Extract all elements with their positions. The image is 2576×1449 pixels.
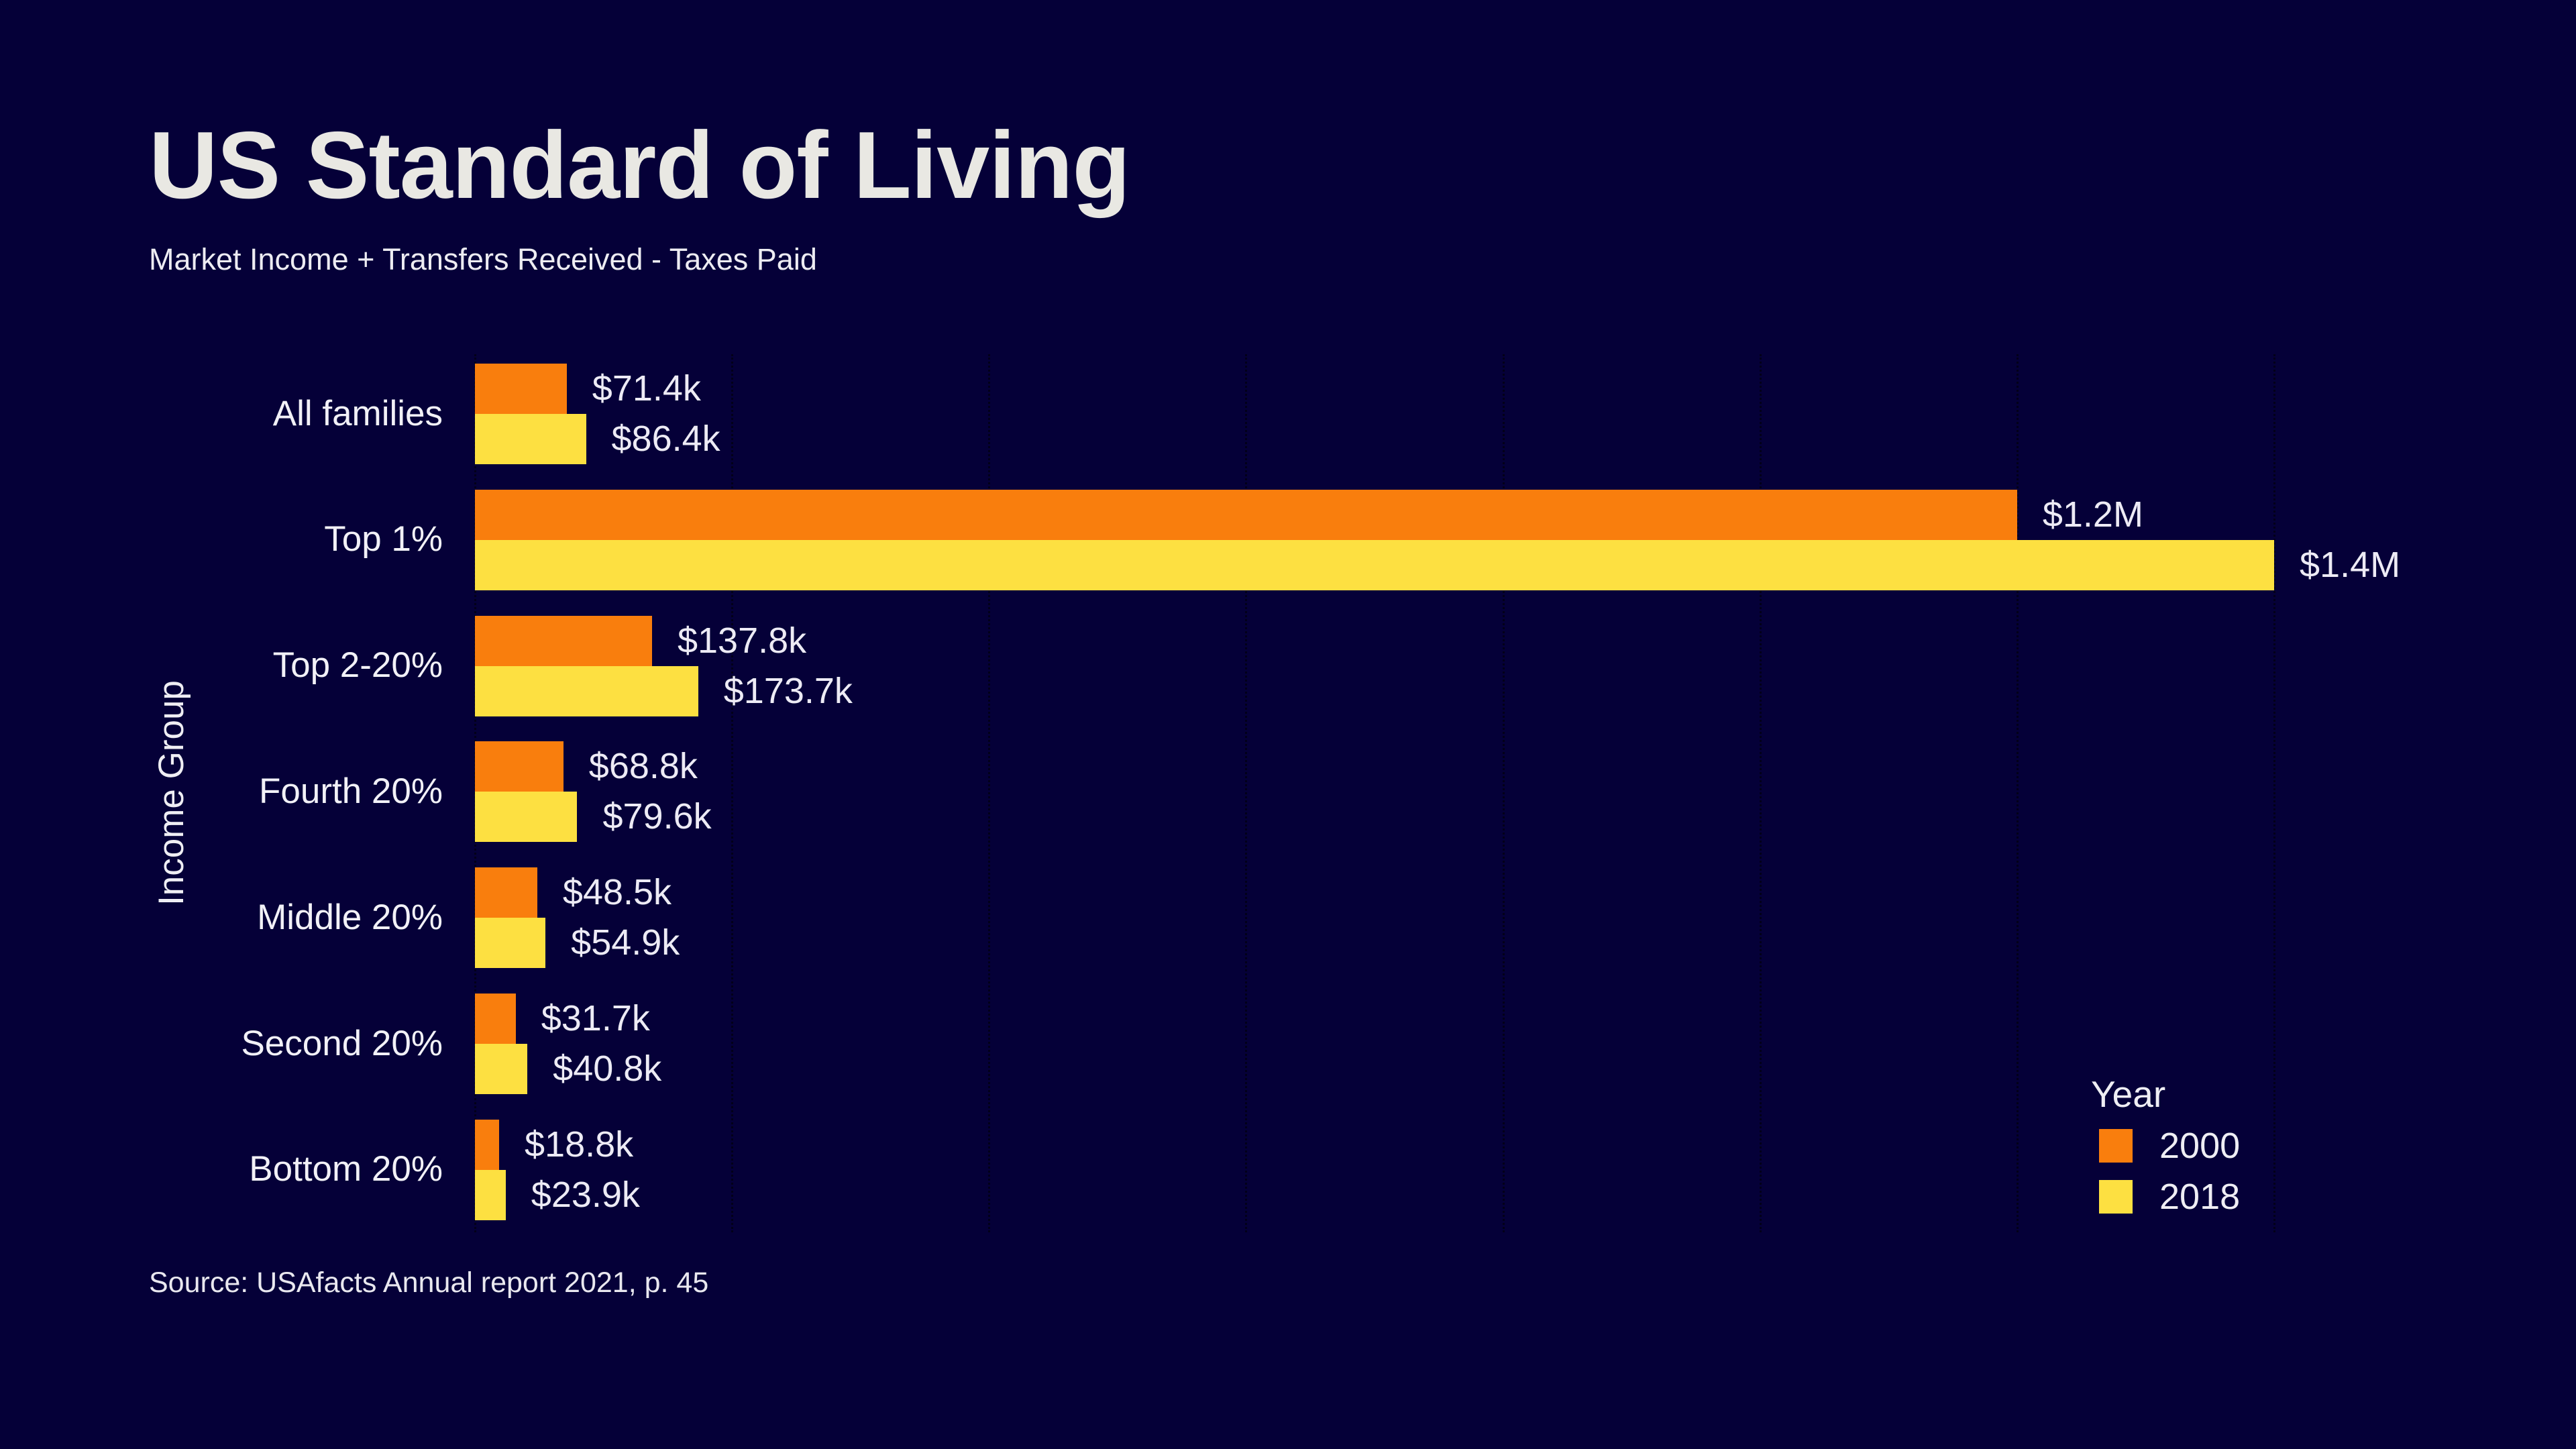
source-note: Source: USAfacts Annual report 2021, p. … <box>149 1267 709 1299</box>
value-label-2018: $54.9k <box>571 922 680 963</box>
chart-subtitle: Market Income + Transfers Received - Tax… <box>149 242 817 276</box>
category-label: Second 20% <box>241 1023 443 1063</box>
value-label-2018: $23.9k <box>531 1174 640 1215</box>
value-label-2018: $173.7k <box>723 670 853 711</box>
category-label: Middle 20% <box>257 897 443 937</box>
legend-swatch-2018 <box>2099 1180 2133 1214</box>
bar-2018-second-20- <box>475 1044 528 1095</box>
bar-2018-bottom-20- <box>475 1169 506 1220</box>
category-label: Top 1% <box>324 519 443 559</box>
value-label-2018: $40.8k <box>553 1049 662 1089</box>
value-label-2000: $31.7k <box>541 998 650 1039</box>
category-label: Fourth 20% <box>259 771 443 811</box>
bar-2000-top-2-20- <box>475 615 652 666</box>
category-label: Top 2-20% <box>272 645 443 686</box>
bar-2018-fourth-20- <box>475 792 578 843</box>
gridline <box>1502 354 1505 1232</box>
bar-2018-all-families <box>475 414 586 464</box>
bar-2018-top-2-20- <box>475 665 698 716</box>
gridline <box>2273 354 2275 1232</box>
gridline <box>988 354 991 1232</box>
bar-2000-middle-20- <box>475 867 537 918</box>
legend-label-2000: 2000 <box>2159 1126 2241 1166</box>
value-label-2000: $137.8k <box>677 620 807 661</box>
gridline <box>1759 354 1762 1232</box>
bar-2000-top-1- <box>475 489 2017 540</box>
legend-title: Year <box>2091 1073 2166 1115</box>
value-label-2000: $18.8k <box>525 1124 634 1165</box>
y-axis-label: Income Group <box>152 680 191 906</box>
page-title: US Standard of Living <box>149 112 1130 219</box>
gridline <box>1245 354 1248 1232</box>
value-label-2000: $68.8k <box>588 746 698 787</box>
bar-2000-fourth-20- <box>475 741 564 792</box>
value-label-2018: $86.4k <box>611 419 720 459</box>
bar-2018-middle-20- <box>475 918 546 969</box>
bar-2000-second-20- <box>475 994 516 1044</box>
bar-2000-bottom-20- <box>475 1119 499 1170</box>
gridline <box>731 354 734 1232</box>
value-label-2000: $1.2M <box>2042 494 2143 535</box>
value-label-2018: $79.6k <box>602 796 712 837</box>
bar-2000-all-families <box>475 364 567 414</box>
value-label-2018: $1.4M <box>2300 544 2401 585</box>
gridline <box>2016 354 2019 1232</box>
legend-swatch-2000 <box>2099 1129 2133 1163</box>
bar-2018-top-1- <box>475 539 2274 590</box>
value-label-2000: $71.4k <box>592 368 701 409</box>
category-label: Bottom 20% <box>249 1149 443 1189</box>
value-label-2000: $48.5k <box>562 872 672 913</box>
legend-label-2018: 2018 <box>2159 1177 2241 1217</box>
category-label: All families <box>272 393 443 433</box>
